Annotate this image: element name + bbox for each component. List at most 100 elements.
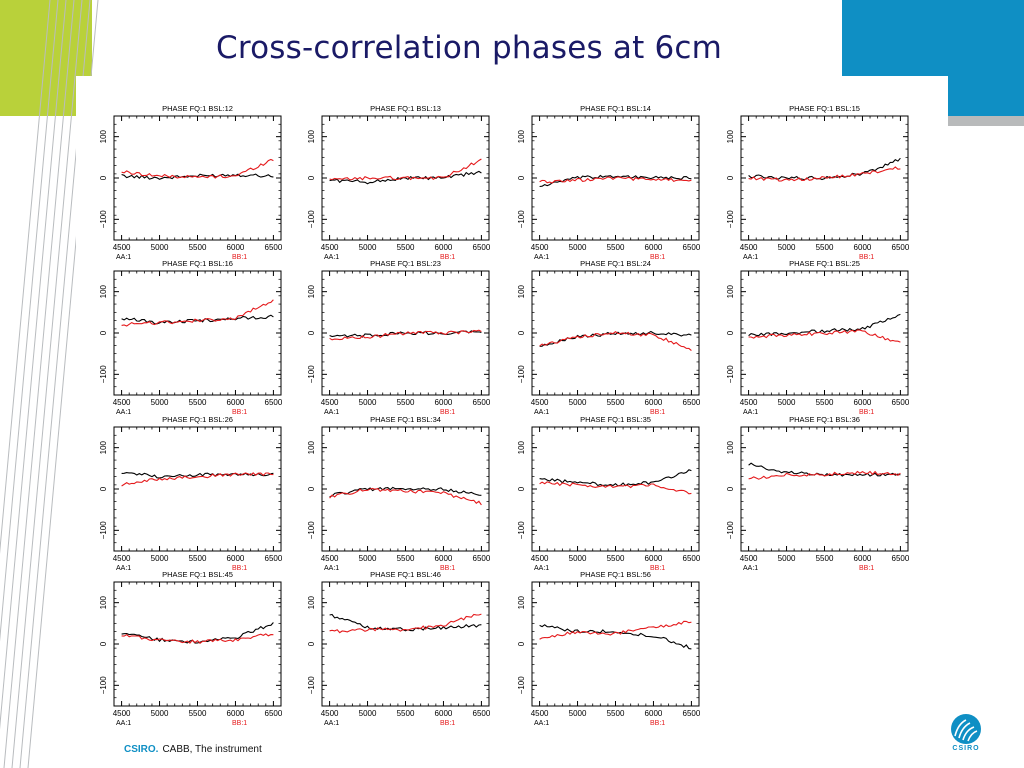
y-tick-label: −100 (307, 676, 316, 695)
x-tick-label: 4500 (321, 398, 339, 407)
chart-frame (321, 581, 490, 707)
x-tick-label: 5500 (607, 243, 625, 252)
x-tick-label: 6000 (435, 398, 453, 407)
footer-text: CABB, The instrument (162, 744, 262, 755)
x-tick-label: 5000 (151, 709, 169, 718)
x-tick-label: 5500 (816, 398, 834, 407)
x-tick-label: 4500 (740, 398, 758, 407)
x-tick-label: 6500 (892, 243, 910, 252)
x-tick-label: 4500 (321, 709, 339, 718)
x-tick-label: 5000 (778, 554, 796, 563)
y-tick-label: 100 (99, 440, 108, 454)
x-tick-label: 4500 (321, 243, 339, 252)
legend-bb: BB:1 (440, 254, 455, 261)
legend-aa: AA:1 (116, 254, 131, 261)
x-tick-label: 4500 (531, 554, 549, 563)
chart-title: PHASE FQ:1 BSL:15 (789, 104, 860, 113)
y-tick-label: 0 (307, 175, 316, 180)
chart-panel: PHASE FQ:1 BSL:34 4500 5000 5500 6000 6500 100… (307, 415, 491, 572)
chart-title: PHASE FQ:1 BSL:26 (162, 415, 233, 424)
y-tick-label: −100 (517, 676, 526, 695)
legend-aa: AA:1 (534, 720, 549, 727)
x-tick-label: 6500 (473, 398, 491, 407)
chart-title: PHASE FQ:1 BSL:56 (580, 570, 651, 579)
chart-panel: PHASE FQ:1 BSL:25 4500 5000 5500 6000 6500 100… (726, 259, 910, 416)
x-tick-label: 5500 (397, 554, 415, 563)
series-line-aa (121, 173, 274, 180)
x-tick-label: 5500 (397, 243, 415, 252)
legend-bb: BB:1 (232, 720, 247, 727)
legend-aa: AA:1 (324, 720, 339, 727)
legend-bb: BB:1 (650, 565, 665, 572)
y-tick-label: −100 (99, 210, 108, 229)
y-tick-label: −100 (307, 521, 316, 540)
y-tick-label: 100 (307, 595, 316, 609)
chart-title: PHASE FQ:1 BSL:25 (789, 259, 860, 268)
legend-bb: BB:1 (650, 720, 665, 727)
x-tick-label: 6500 (473, 709, 491, 718)
chart-panel: PHASE FQ:1 BSL:56 4500 5000 5500 6000 6500 100… (517, 570, 701, 727)
legend-aa: AA:1 (324, 565, 339, 572)
y-tick-label: 0 (517, 330, 526, 335)
series-line-bb (329, 613, 482, 634)
footer: CSIRO. CABB, The instrument (124, 744, 262, 755)
x-tick-label: 4500 (113, 554, 131, 563)
chart-panel: PHASE FQ:1 BSL:15 4500 5000 5500 6000 6500 100… (726, 104, 910, 261)
chart-panel: PHASE FQ:1 BSL:46 4500 5000 5500 6000 6500 100… (307, 570, 491, 727)
y-tick-label: −100 (517, 210, 526, 229)
legend-aa: AA:1 (534, 409, 549, 416)
chart-title: PHASE FQ:1 BSL:36 (789, 415, 860, 424)
x-tick-label: 6500 (892, 554, 910, 563)
x-tick-label: 6500 (265, 554, 283, 563)
x-tick-label: 4500 (321, 554, 339, 563)
x-tick-label: 5500 (189, 243, 207, 252)
slide-title: Cross-correlation phases at 6cm (216, 30, 723, 66)
chart-title: PHASE FQ:1 BSL:34 (370, 415, 441, 424)
x-tick-label: 5000 (151, 243, 169, 252)
x-tick-label: 6000 (435, 554, 453, 563)
x-tick-label: 5500 (607, 554, 625, 563)
y-tick-label: 0 (517, 641, 526, 646)
series-line-bb (329, 329, 482, 341)
x-tick-label: 5500 (816, 554, 834, 563)
y-tick-label: 0 (726, 175, 735, 180)
y-tick-label: 100 (307, 129, 316, 143)
chart-title: PHASE FQ:1 BSL:12 (162, 104, 233, 113)
y-tick-label: −100 (99, 521, 108, 540)
legend-bb: BB:1 (232, 565, 247, 572)
x-tick-label: 5500 (189, 709, 207, 718)
series-line-aa (121, 472, 274, 479)
x-tick-label: 5500 (816, 243, 834, 252)
chart-title: PHASE FQ:1 BSL:46 (370, 570, 441, 579)
y-tick-label: 0 (726, 486, 735, 491)
legend-bb: BB:1 (650, 254, 665, 261)
series-line-aa (748, 157, 901, 181)
x-tick-label: 5000 (151, 398, 169, 407)
series-line-bb (121, 633, 274, 645)
legend-aa: AA:1 (743, 565, 758, 572)
x-tick-label: 4500 (740, 554, 758, 563)
chart-panel: PHASE FQ:1 BSL:36 4500 5000 5500 6000 6500 100… (726, 415, 910, 572)
series-line-bb (329, 487, 482, 506)
x-tick-label: 6000 (227, 709, 245, 718)
series-line-bb (748, 470, 901, 480)
x-tick-label: 5500 (189, 398, 207, 407)
csiro-logo-icon (951, 714, 981, 744)
series-line-aa (329, 613, 482, 632)
y-tick-label: 0 (307, 486, 316, 491)
y-tick-label: 100 (517, 129, 526, 143)
chart-frame (113, 581, 282, 707)
x-tick-label: 6000 (854, 243, 872, 252)
y-tick-label: 100 (726, 129, 735, 143)
y-tick-label: 0 (517, 486, 526, 491)
y-tick-label: 100 (99, 284, 108, 298)
x-tick-label: 6000 (227, 243, 245, 252)
series-line-bb (539, 620, 692, 640)
x-tick-label: 5500 (397, 709, 415, 718)
y-tick-label: 100 (517, 284, 526, 298)
x-tick-label: 6000 (435, 243, 453, 252)
x-tick-label: 6500 (473, 243, 491, 252)
chart-frame (531, 426, 700, 552)
x-tick-label: 5500 (607, 709, 625, 718)
x-tick-label: 4500 (531, 709, 549, 718)
